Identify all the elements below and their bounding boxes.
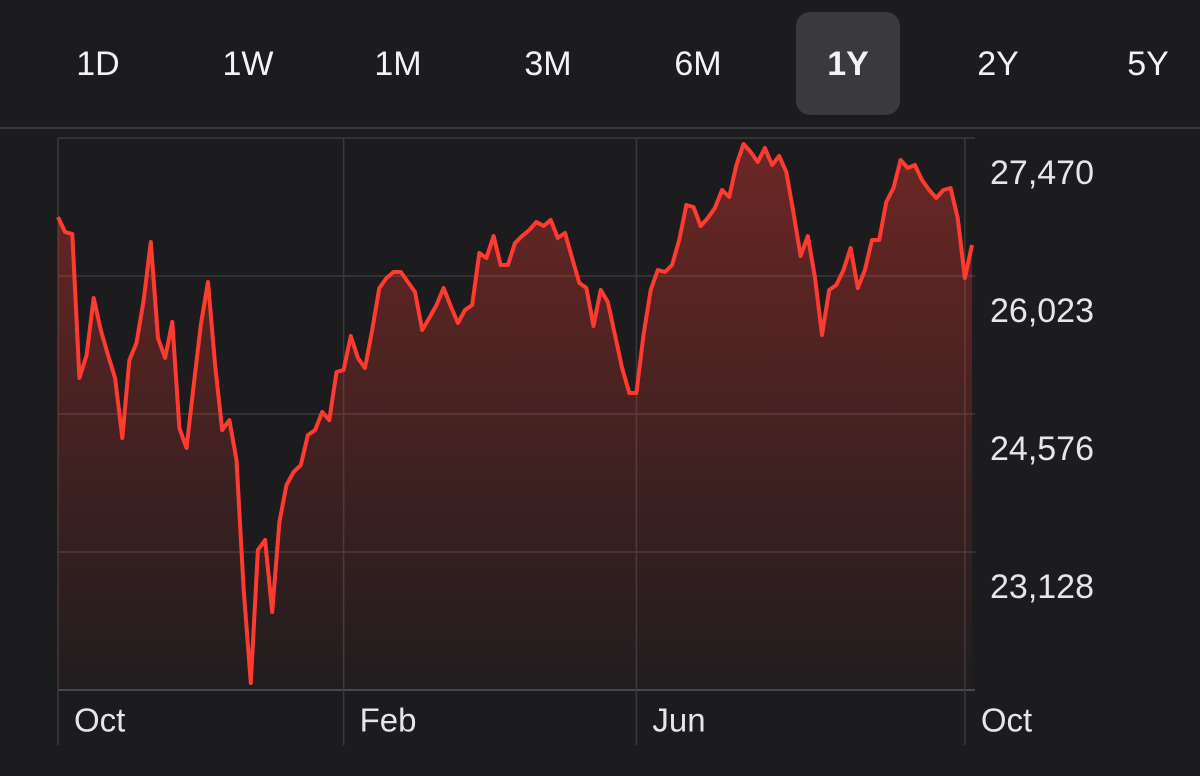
x-tick-label: Oct [74,702,125,739]
tab[interactable]: 6M [674,45,721,83]
y-tick-label: 23,128 [990,568,1094,606]
tab[interactable]: 1M [374,45,421,83]
tab[interactable]: 1W [223,45,274,83]
price-line [56,142,974,685]
x-tick-label: Oct [981,702,1032,739]
tab[interactable]: 5Y [1127,45,1169,83]
x-tick-label: Jun [652,702,705,739]
x-tick-label: Feb [360,702,417,739]
tab[interactable]: 1D [76,45,119,83]
area-fill [58,144,972,690]
tab[interactable]: 1Y [827,45,869,83]
y-tick-label: 27,470 [990,154,1094,192]
tab[interactable]: 3M [524,45,571,83]
y-tick-label: 26,023 [990,292,1094,330]
y-tick-label: 24,576 [990,430,1094,468]
selected-tab-bg[interactable] [796,12,900,115]
tab[interactable]: 2Y [977,45,1019,83]
